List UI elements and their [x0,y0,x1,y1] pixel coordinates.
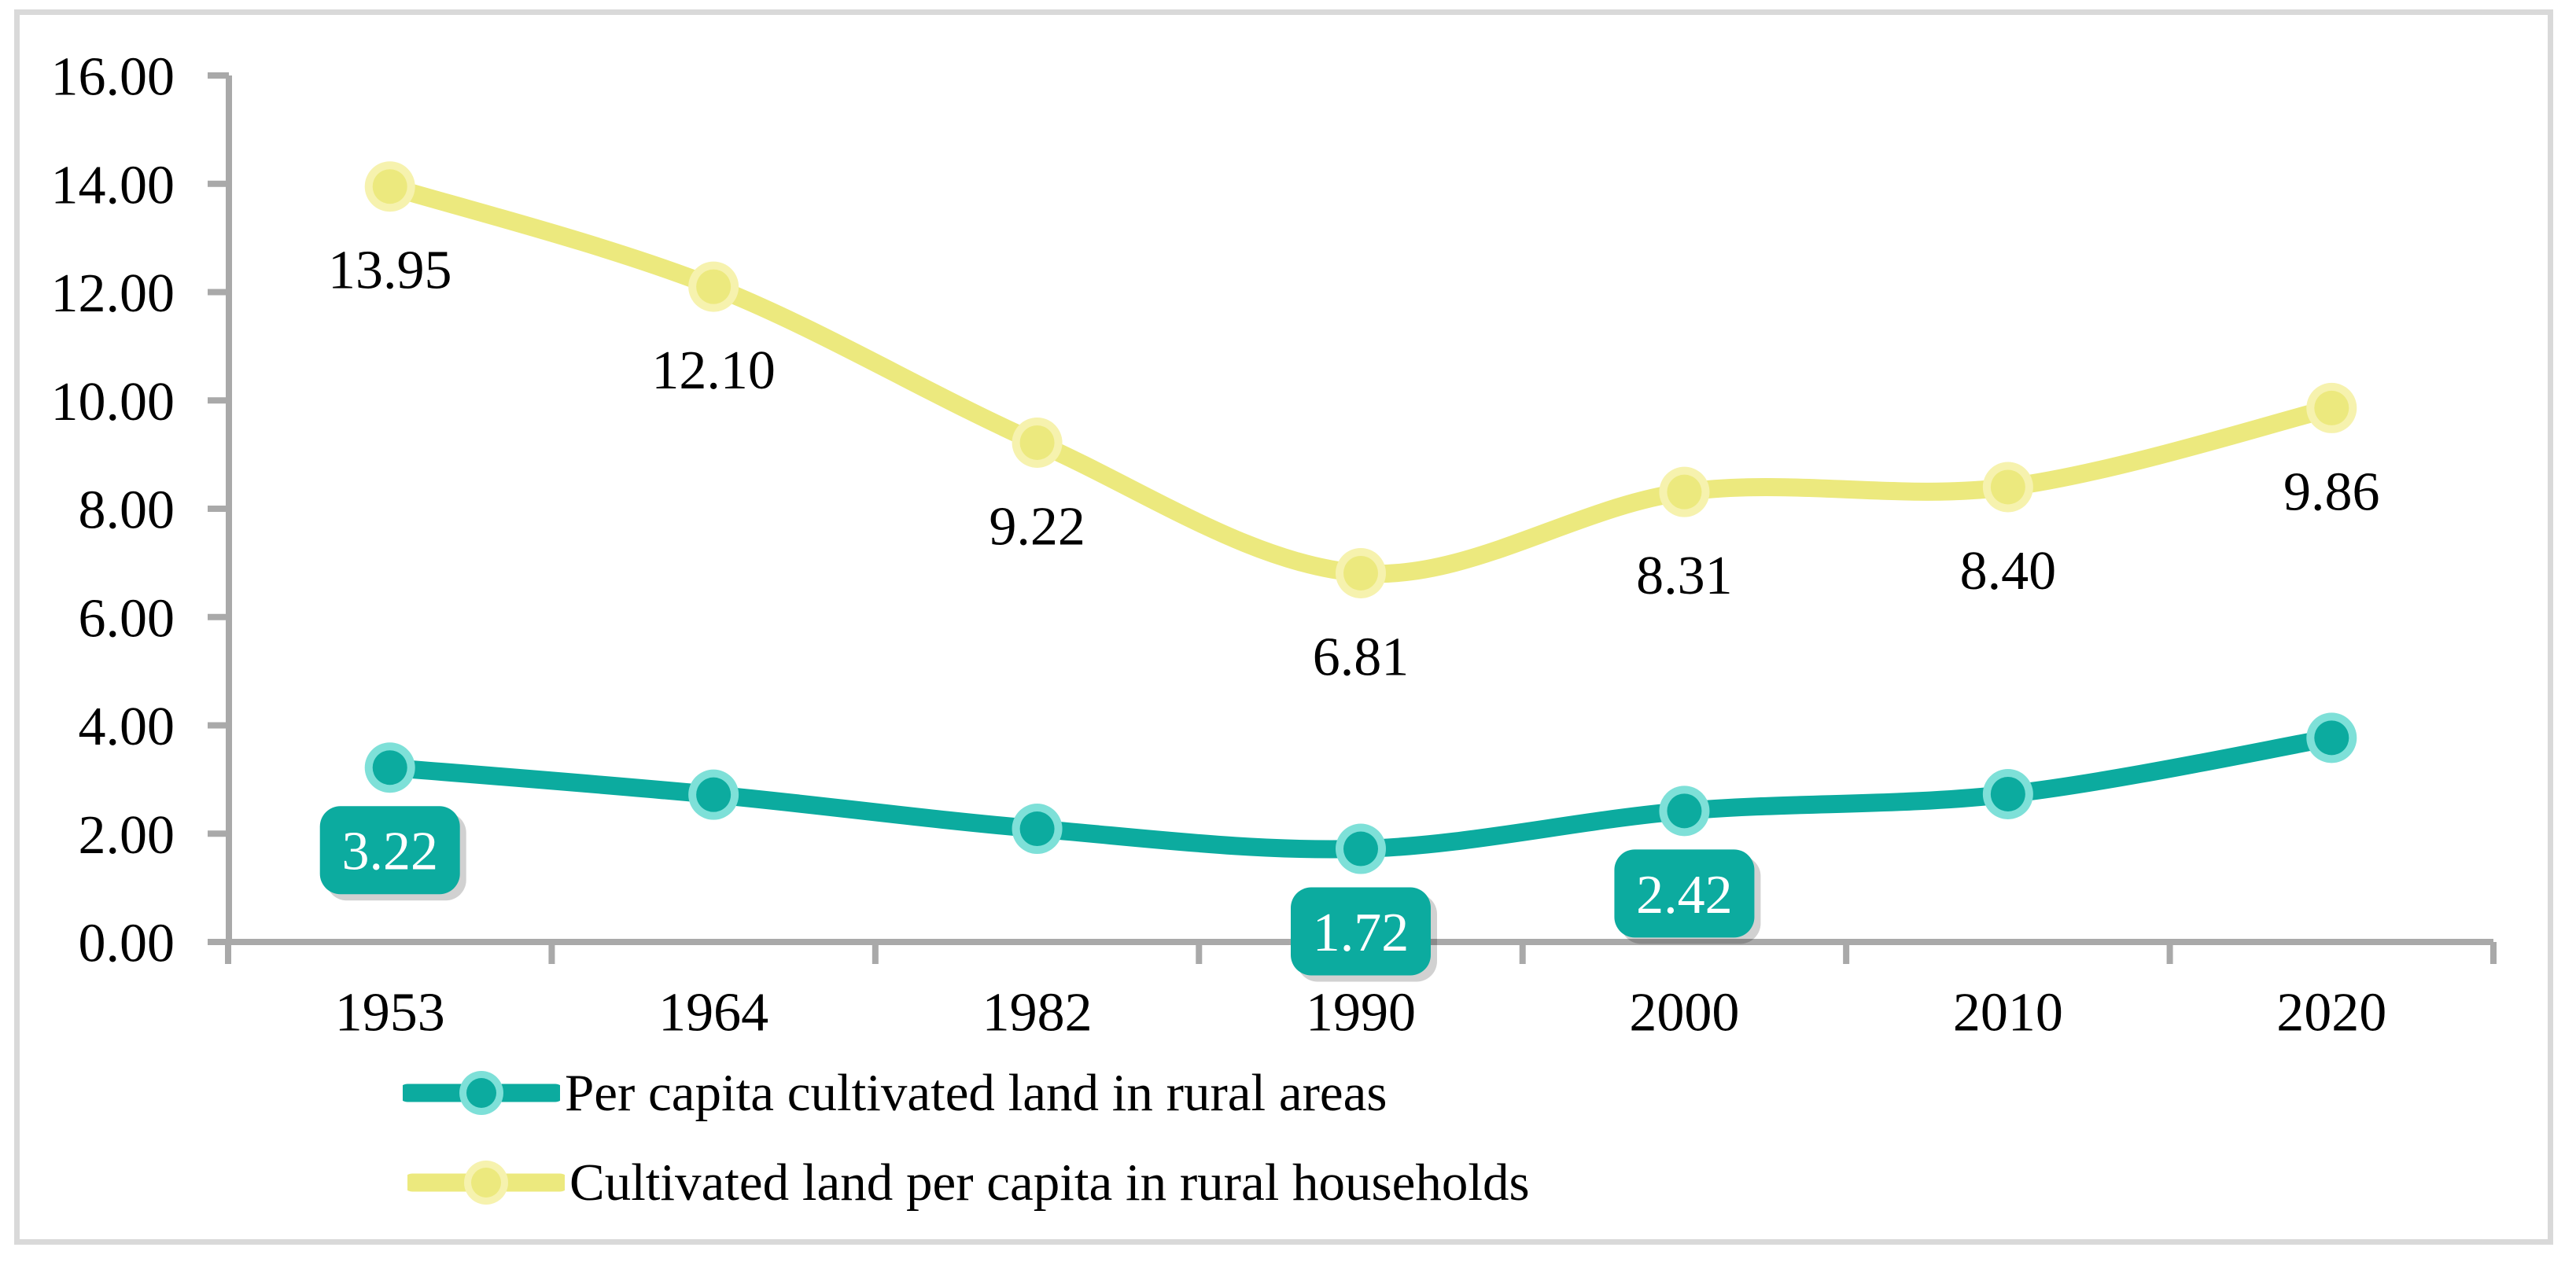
data-label: 3.22 [341,822,438,882]
marker-icon [1019,811,1055,847]
x-tick-label: 2000 [1629,983,1739,1043]
y-tick-label: 2.00 [79,805,175,866]
y-tick-label: 4.00 [79,697,175,757]
legend-sample-icon [398,1071,565,1115]
marker-icon [1990,776,2025,811]
y-tick-label: 12.00 [51,263,175,324]
y-tick-label: 8.00 [79,480,175,541]
legend-line-marker-yellow-icon [403,1151,569,1214]
data-label-box: 3.22 [319,806,466,901]
y-tick-label: 10.00 [51,372,175,432]
marker-icon [696,269,732,304]
legend-sample-icon [403,1161,569,1205]
marker-icon [1667,474,1702,510]
data-label: 13.95 [328,241,452,301]
legend-label-rural-areas: Per capita cultivated land in rural area… [565,1063,1388,1122]
marker-icon [1990,469,2025,505]
data-label: 1.72 [1313,903,1410,963]
legend-label-rural-households: Cultivated land per capita in rural hous… [569,1153,1530,1212]
series-0: 3.22 1.72 2.42 [319,712,2357,982]
marker-icon [372,750,407,786]
marker-icon [2314,720,2349,756]
legend-item-rural-households: Cultivated land per capita in rural hous… [403,1143,1530,1222]
x-tick-label: 2010 [1953,983,2063,1043]
marker-icon [2314,390,2349,425]
data-label-box: 2.42 [1614,849,1761,944]
marker-icon [1667,793,1702,829]
marker-icon [372,169,407,204]
data-label: 8.40 [1960,541,2057,602]
y-tick-label: 14.00 [51,155,175,215]
y-tick-label: 0.00 [79,914,175,974]
x-tick-label: 1982 [982,983,1093,1043]
data-label: 12.10 [651,340,776,401]
marker-icon [1019,425,1055,460]
x-axis-labels: 1953 1964 1982 1990 2000 2010 2020 [335,983,2387,1043]
marker-icon [1343,831,1378,866]
x-tick-label: 1953 [335,983,445,1043]
data-label: 9.22 [989,496,1085,557]
marker-icon [1343,555,1378,591]
legend-item-rural-areas: Per capita cultivated land in rural area… [398,1054,1388,1132]
marker-icon [696,777,732,812]
y-tick-label: 6.00 [79,588,175,649]
y-axis-labels: 0.00 2.00 4.00 6.00 8.00 10.00 12.00 14.00 16.00 [51,47,175,974]
data-label-box: 1.72 [1291,887,1437,982]
x-tick-label: 1964 [658,983,768,1043]
series-1: 13.95 12.10 9.22 6.81 8.31 8.40 9.86 [328,161,2380,687]
legend-line-marker-teal-icon [398,1061,565,1124]
y-tick-label: 16.00 [51,47,175,108]
data-label: 6.81 [1313,627,1410,687]
x-tick-label: 1990 [1306,983,1416,1043]
data-label: 2.42 [1636,865,1733,925]
data-label: 8.31 [1636,546,1733,606]
data-label: 9.86 [2283,462,2380,522]
x-tick-label: 2020 [2276,983,2386,1043]
